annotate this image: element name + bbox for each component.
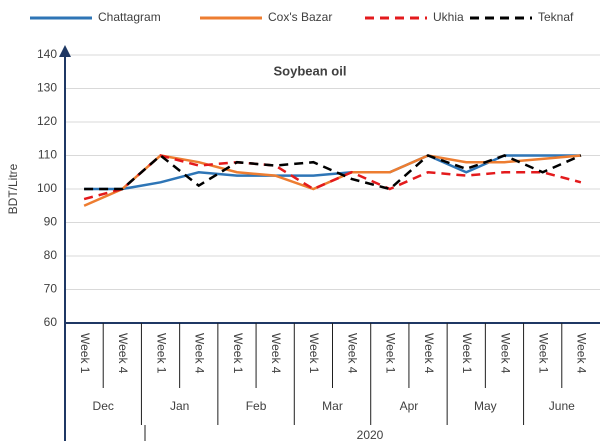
y-tick-label: 90 [44, 215, 58, 229]
chart-title: Soybean oil [274, 63, 347, 78]
month-label: Mar [322, 399, 343, 413]
series-line [83, 154, 582, 201]
month-label: June [549, 399, 575, 413]
y-tick-label: 80 [44, 248, 58, 262]
legend-label: Ukhia [433, 10, 464, 24]
month-label: Dec [93, 399, 114, 413]
y-tick-label: 120 [37, 114, 57, 128]
month-label: May [474, 399, 497, 413]
x-tick-label: Week 1 [460, 333, 474, 374]
y-tick-label: 130 [37, 81, 57, 95]
y-tick-label: 60 [44, 315, 58, 329]
month-label: Apr [400, 399, 419, 413]
legend-label: Teknaf [538, 10, 574, 24]
x-tick-label: Week 1 [78, 333, 92, 374]
series-line [84, 153, 582, 191]
month-label: Feb [246, 399, 267, 413]
y-axis-arrow [59, 45, 71, 57]
y-tick-label: 100 [37, 181, 57, 195]
x-tick-label: Week 4 [116, 333, 130, 374]
x-tick-label: Week 1 [537, 333, 551, 374]
x-tick-label: Week 4 [422, 333, 436, 374]
x-tick-label: Week 4 [269, 333, 283, 374]
y-tick-label: 110 [38, 148, 57, 162]
legend-label: Cox's Bazar [268, 10, 332, 24]
y-axis-label: BDT/Litre [6, 163, 20, 214]
x-tick-label: Week 1 [154, 333, 168, 374]
year-label: 2020 [357, 428, 384, 441]
month-label: Jan [170, 399, 189, 413]
x-tick-label: Week 1 [384, 333, 398, 374]
x-tick-label: Week 4 [498, 333, 512, 374]
x-tick-label: Week 4 [345, 333, 359, 374]
x-tick-label: Week 4 [575, 333, 589, 374]
legend-label: Chattagram [98, 10, 161, 24]
y-tick-label: 140 [37, 47, 57, 61]
y-tick-label: 70 [44, 282, 58, 296]
x-tick-label: Week 1 [231, 333, 245, 374]
x-tick-label: Week 4 [193, 333, 207, 374]
x-tick-label: Week 1 [307, 333, 321, 374]
